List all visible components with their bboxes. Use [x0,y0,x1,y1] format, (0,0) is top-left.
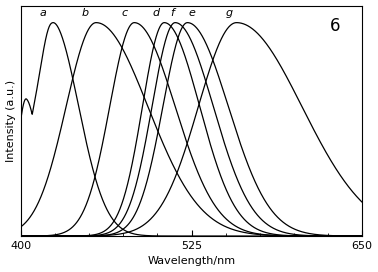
Text: f: f [170,8,174,18]
Text: g: g [226,8,233,18]
Text: e: e [188,8,195,18]
Text: b: b [82,8,89,18]
X-axis label: Wavelength/nm: Wavelength/nm [147,256,235,267]
Y-axis label: Intensity (a.u.): Intensity (a.u.) [6,80,15,162]
Text: c: c [122,8,128,18]
Text: d: d [152,8,160,18]
Text: 6: 6 [330,17,340,35]
Text: a: a [39,8,46,18]
